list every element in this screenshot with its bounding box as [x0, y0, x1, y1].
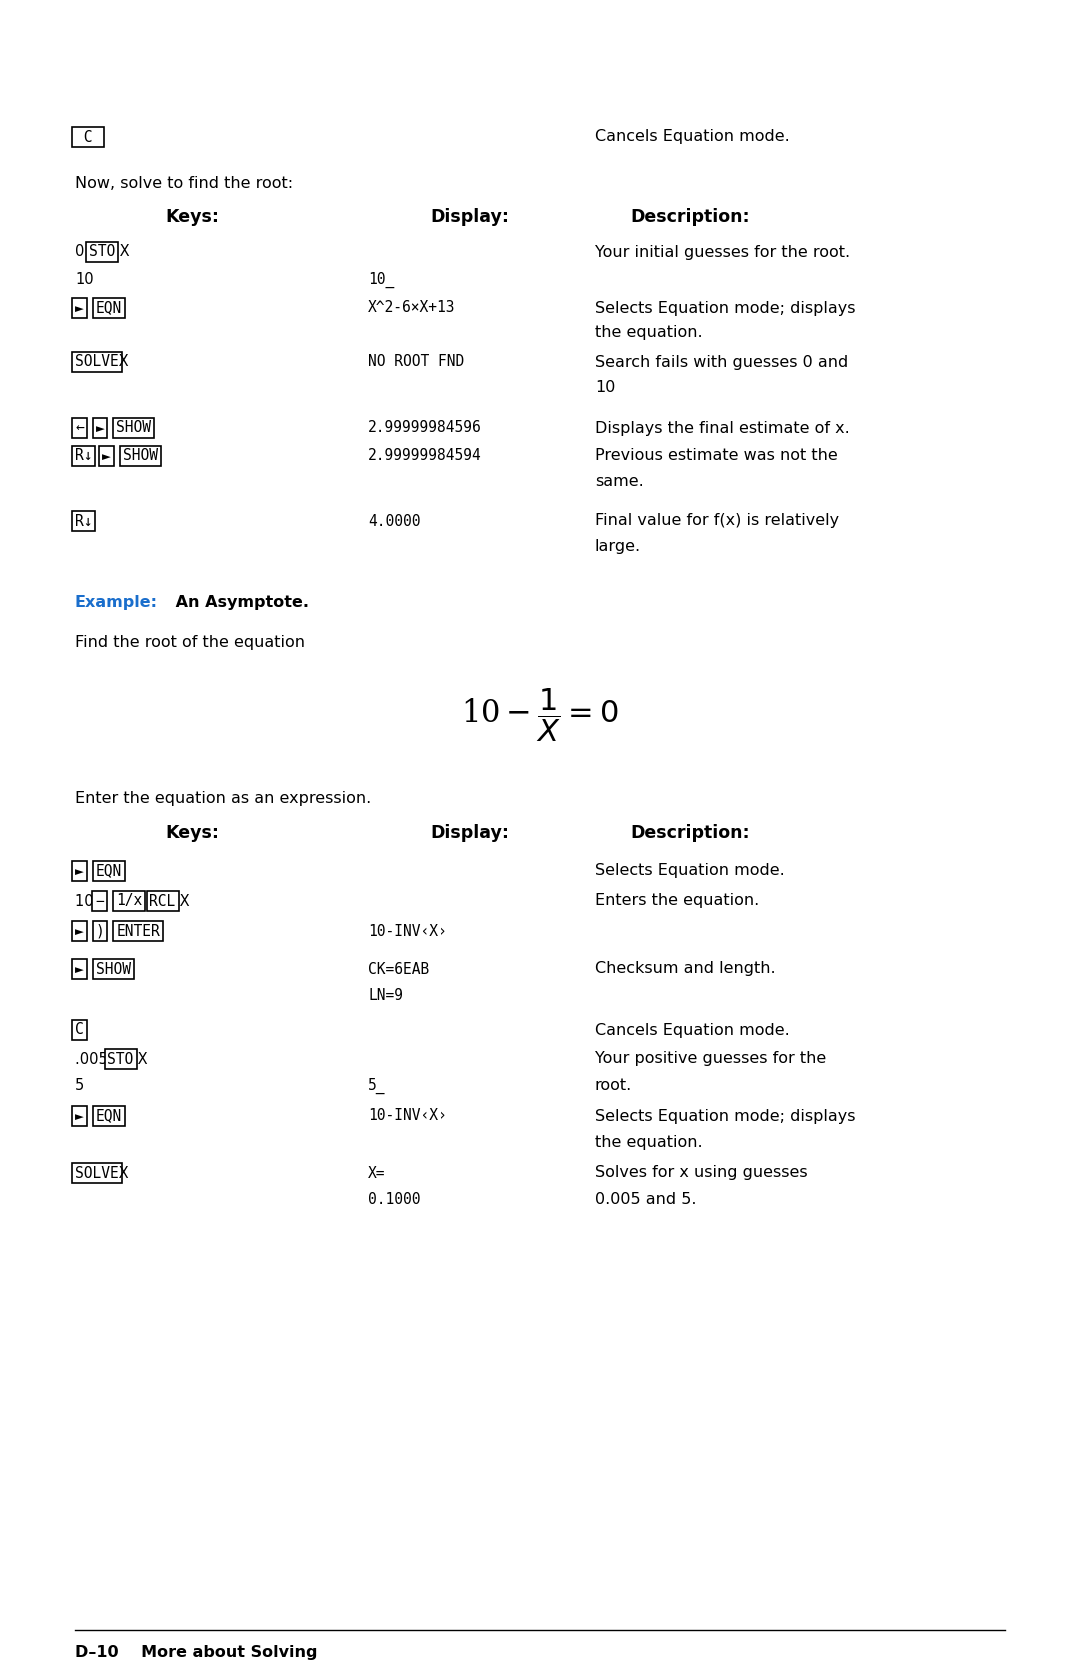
- Text: D–10    More about Solving: D–10 More about Solving: [75, 1645, 318, 1660]
- Text: STO: STO: [90, 244, 116, 259]
- Text: 10: 10: [75, 273, 94, 288]
- Text: 10: 10: [75, 893, 98, 908]
- Text: .005: .005: [75, 1052, 112, 1067]
- Text: −: −: [95, 893, 104, 908]
- Text: Now, solve to find the root:: Now, solve to find the root:: [75, 176, 293, 191]
- Text: 10: 10: [595, 380, 616, 395]
- Text: Description:: Description:: [630, 207, 750, 226]
- Text: Selects Equation mode.: Selects Equation mode.: [595, 863, 785, 878]
- Text: SOLVE: SOLVE: [75, 354, 119, 370]
- Text: ►: ►: [75, 863, 84, 878]
- Text: X: X: [113, 1165, 129, 1180]
- Text: Example:: Example:: [75, 595, 158, 610]
- Text: X=: X=: [368, 1165, 386, 1180]
- Text: X^2-6×X+13: X^2-6×X+13: [368, 301, 456, 316]
- Text: Final value for f(x) is relatively: Final value for f(x) is relatively: [595, 513, 839, 528]
- Text: X: X: [114, 244, 130, 259]
- Text: 5_: 5_: [368, 1078, 386, 1093]
- Text: NO ROOT FND: NO ROOT FND: [368, 354, 464, 370]
- Text: ): ): [96, 923, 105, 938]
- Text: RCL: RCL: [149, 893, 176, 908]
- Text: X: X: [113, 354, 129, 370]
- Text: ►: ►: [75, 923, 84, 938]
- Text: SHOW: SHOW: [123, 448, 158, 463]
- Text: same.: same.: [595, 473, 644, 488]
- Text: Cancels Equation mode.: Cancels Equation mode.: [595, 1023, 789, 1038]
- Text: C: C: [75, 129, 102, 144]
- Text: Keys:: Keys:: [165, 207, 219, 226]
- Text: 1/x: 1/x: [116, 893, 143, 908]
- Text: the equation.: the equation.: [595, 1135, 703, 1150]
- Text: ►: ►: [75, 1109, 84, 1124]
- Text: 5: 5: [75, 1078, 84, 1093]
- Text: ►: ►: [75, 961, 84, 976]
- Text: Previous estimate was not the: Previous estimate was not the: [595, 448, 838, 463]
- Text: 2.99999984594: 2.99999984594: [368, 448, 482, 463]
- Text: Your initial guesses for the root.: Your initial guesses for the root.: [595, 244, 850, 259]
- Text: 10-INV‹X›: 10-INV‹X›: [368, 1109, 447, 1124]
- Text: 0.1000: 0.1000: [368, 1192, 420, 1207]
- Text: 10-INV‹X›: 10-INV‹X›: [368, 923, 447, 938]
- Text: EQN: EQN: [96, 301, 122, 316]
- Text: ►: ►: [103, 448, 111, 463]
- Text: $\mathregular{10} - \dfrac{1}{X} = 0$: $\mathregular{10} - \dfrac{1}{X} = 0$: [461, 686, 619, 744]
- Text: the equation.: the equation.: [595, 326, 703, 341]
- Text: An Asymptote.: An Asymptote.: [170, 595, 309, 610]
- Text: LN=9: LN=9: [368, 988, 403, 1003]
- Text: Selects Equation mode; displays: Selects Equation mode; displays: [595, 301, 855, 316]
- Text: 0.005 and 5.: 0.005 and 5.: [595, 1192, 697, 1207]
- Text: C: C: [75, 1023, 84, 1038]
- Text: ENTER: ENTER: [117, 923, 160, 938]
- Text: large.: large.: [595, 538, 642, 553]
- Text: X: X: [133, 1052, 148, 1067]
- Text: R↓: R↓: [75, 448, 93, 463]
- Text: ►: ►: [96, 420, 105, 435]
- Text: Display:: Display:: [430, 824, 509, 843]
- Text: ►: ►: [75, 301, 84, 316]
- Text: Checksum and length.: Checksum and length.: [595, 961, 775, 976]
- Text: Solves for x using guesses: Solves for x using guesses: [595, 1165, 808, 1180]
- Text: R↓: R↓: [75, 513, 93, 528]
- Text: Search fails with guesses 0 and: Search fails with guesses 0 and: [595, 354, 848, 370]
- Text: EQN: EQN: [96, 1109, 122, 1124]
- Text: 10_: 10_: [368, 273, 394, 288]
- Text: CK=6EAB: CK=6EAB: [368, 961, 429, 976]
- Text: Enter the equation as an expression.: Enter the equation as an expression.: [75, 791, 372, 806]
- Text: Cancels Equation mode.: Cancels Equation mode.: [595, 129, 789, 144]
- Text: Keys:: Keys:: [165, 824, 219, 843]
- Text: 2.99999984596: 2.99999984596: [368, 420, 482, 435]
- Text: Find the root of the equation: Find the root of the equation: [75, 635, 305, 650]
- Text: root.: root.: [595, 1078, 632, 1093]
- Text: STO: STO: [107, 1052, 134, 1067]
- Text: SHOW: SHOW: [117, 420, 151, 435]
- Text: Display:: Display:: [430, 207, 509, 226]
- Text: SOLVE: SOLVE: [75, 1165, 119, 1180]
- Text: SHOW: SHOW: [96, 961, 131, 976]
- Text: Displays the final estimate of x.: Displays the final estimate of x.: [595, 420, 850, 435]
- Text: 0: 0: [75, 244, 89, 259]
- Text: Enters the equation.: Enters the equation.: [595, 893, 759, 908]
- Text: X: X: [175, 893, 190, 908]
- Text: 4.0000: 4.0000: [368, 513, 420, 528]
- Text: Description:: Description:: [630, 824, 750, 843]
- Text: Your positive guesses for the: Your positive guesses for the: [595, 1052, 826, 1067]
- Text: ←: ←: [75, 420, 84, 435]
- Text: EQN: EQN: [96, 863, 122, 878]
- Text: Selects Equation mode; displays: Selects Equation mode; displays: [595, 1109, 855, 1124]
